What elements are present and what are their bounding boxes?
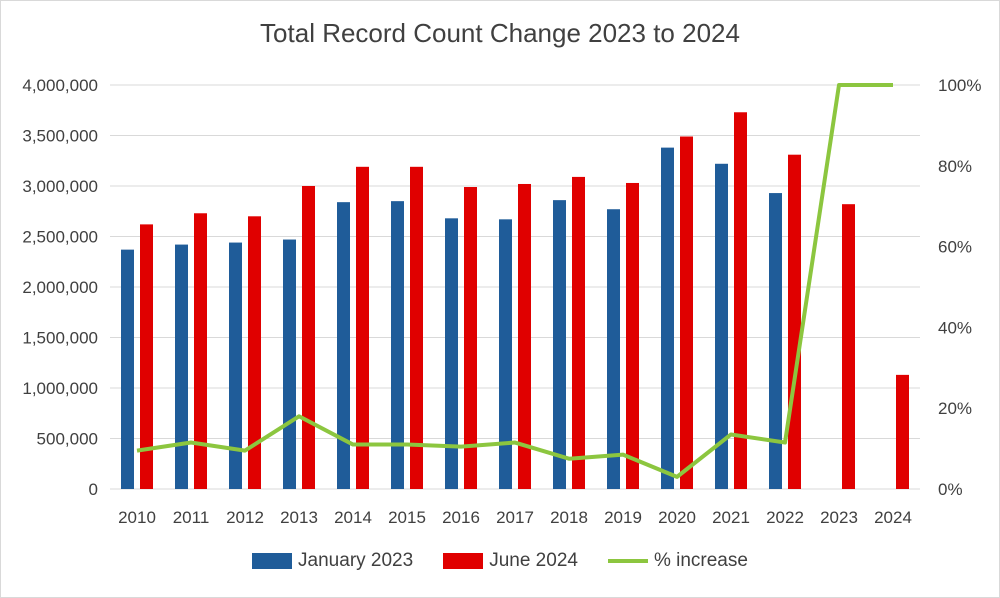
- left-axis-tick-label: 500,000: [37, 430, 98, 449]
- legend-label-percent-increase: % increase: [653, 550, 748, 571]
- bar-june-2024-2013: [302, 186, 315, 489]
- bar-june-2024-2014: [356, 166, 369, 489]
- x-axis-tick-label: 2020: [658, 508, 696, 527]
- legend-swatch-june-2024: [443, 553, 484, 569]
- right-axis-tick-label: 100%: [938, 76, 981, 95]
- x-axis-tick-label: 2012: [226, 508, 264, 527]
- line-percent-increase: [136, 83, 893, 479]
- bar-june-2024-2017: [518, 183, 531, 490]
- bar-june-2024-2018: [572, 176, 585, 489]
- left-axis-tick-label: 3,500,000: [22, 127, 98, 146]
- legend-label-january-2023: January 2023: [298, 550, 414, 571]
- bar-january-2023-2021: [715, 163, 728, 489]
- bar-june-2024-2020: [680, 136, 693, 489]
- legend-item-percent-increase: % increase: [607, 550, 748, 572]
- x-axis-tick-label: 2021: [712, 508, 750, 527]
- x-axis-tick-label: 2014: [334, 508, 372, 527]
- left-axis-tick-label: 3,000,000: [22, 177, 98, 196]
- x-axis-tick-label: 2023: [820, 508, 858, 527]
- right-axis-ticks: 0% 20% 40% 60% 80% 100%: [938, 76, 981, 499]
- legend: January 2023 June 2024 % increase: [0, 550, 1000, 572]
- right-axis-tick-label: 20%: [938, 399, 972, 418]
- right-axis-tick-label: 80%: [938, 157, 972, 176]
- bars: [121, 112, 909, 490]
- x-axis-ticks: 2010 2011 2012 2013 2014 2015 2016 2017 2018 2019…: [118, 508, 912, 527]
- bar-june-2024-2016: [464, 187, 477, 489]
- left-axis-tick-label: 2,000,000: [22, 278, 98, 297]
- left-axis-tick-label: 1,500,000: [22, 329, 98, 348]
- x-axis-tick-label: 2010: [118, 508, 156, 527]
- left-axis-ticks: 0 500,000 1,000,000 1,500,000 2,000,000 2,500…: [22, 76, 98, 499]
- legend-label-june-2024: June 2024: [489, 550, 578, 571]
- bar-january-2023-2018: [553, 200, 566, 489]
- bar-june-2024-2010: [140, 224, 153, 489]
- x-axis-tick-label: 2018: [550, 508, 588, 527]
- x-axis-tick-label: 2011: [173, 508, 210, 527]
- bar-january-2023-2019: [607, 209, 620, 490]
- bar-june-2024-2021: [734, 112, 747, 490]
- bar-january-2023-2014: [337, 202, 350, 489]
- bar-january-2023-2016: [445, 218, 458, 489]
- bar-june-2024-2019: [626, 182, 639, 489]
- legend-swatch-january-2023: [252, 553, 293, 569]
- bar-january-2023-2015: [391, 201, 404, 489]
- legend-swatch-percent-increase: [607, 559, 648, 563]
- right-axis-tick-label: 40%: [938, 318, 972, 337]
- left-axis-tick-label: 0: [89, 480, 98, 499]
- x-axis-tick-label: 2015: [388, 508, 426, 527]
- bar-january-2023-2017: [499, 219, 512, 489]
- bar-january-2023-2011: [175, 244, 188, 489]
- chart-title: Total Record Count Change 2023 to 2024: [260, 18, 740, 48]
- gridlines: [110, 84, 920, 490]
- x-axis-tick-label: 2013: [280, 508, 318, 527]
- bar-june-2024-2022: [788, 154, 801, 489]
- bar-january-2023-2010: [121, 249, 134, 489]
- bar-june-2024-2011: [194, 213, 207, 489]
- x-axis-tick-label: 2022: [766, 508, 804, 527]
- legend-item-june-2024: June 2024: [443, 550, 578, 572]
- bar-june-2024-2015: [410, 166, 423, 489]
- right-axis-tick-label: 0%: [938, 480, 963, 499]
- right-axis-tick-label: 60%: [938, 238, 972, 257]
- x-axis-tick-label: 2024: [874, 508, 912, 527]
- left-axis-tick-label: 1,000,000: [22, 379, 98, 398]
- x-axis-tick-label: 2017: [496, 508, 534, 527]
- bar-june-2024-2023: [842, 204, 855, 489]
- line-series: [136, 83, 893, 479]
- bar-january-2023-2020: [661, 147, 674, 489]
- bar-june-2024-2024: [896, 374, 909, 489]
- left-axis-tick-label: 2,500,000: [22, 228, 98, 247]
- bar-january-2023-2013: [283, 239, 296, 489]
- bar-january-2023-2022: [769, 193, 782, 489]
- x-axis-tick-label: 2019: [604, 508, 642, 527]
- bar-january-2023-2012: [229, 242, 242, 489]
- legend-item-january-2023: January 2023: [252, 550, 413, 572]
- x-axis-tick-label: 2016: [442, 508, 480, 527]
- bar-june-2024-2012: [248, 216, 261, 490]
- left-axis-tick-label: 4,000,000: [22, 76, 98, 95]
